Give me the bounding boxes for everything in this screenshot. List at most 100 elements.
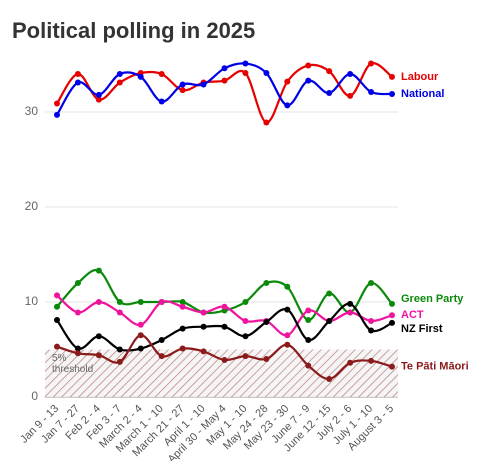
data-point: [137, 299, 144, 305]
data-point: [284, 283, 291, 290]
data-point: [54, 100, 60, 107]
data-point: [74, 79, 81, 86]
data-point: [137, 332, 144, 339]
data-point: [179, 303, 186, 310]
data-point: [116, 71, 123, 77]
series-label: ACT: [401, 309, 424, 321]
data-point: [347, 359, 354, 366]
data-point: [116, 309, 123, 316]
data-point: [54, 343, 60, 350]
series-label: National: [401, 88, 444, 100]
data-point: [305, 317, 312, 324]
data-point: [284, 78, 291, 85]
data-point: [263, 70, 270, 77]
threshold-label: threshold: [52, 364, 93, 375]
data-point: [389, 319, 395, 326]
data-point: [389, 73, 395, 80]
data-point: [74, 309, 81, 316]
data-point: [263, 280, 270, 286]
data-point: [221, 77, 228, 84]
data-point: [389, 312, 395, 319]
data-point: [389, 363, 395, 370]
data-point: [305, 77, 312, 84]
data-point: [95, 91, 102, 98]
data-point: [326, 68, 333, 75]
data-point: [137, 73, 144, 80]
y-tick-label: 0: [31, 389, 38, 403]
data-point: [368, 280, 375, 286]
data-point: [179, 87, 186, 94]
data-point: [284, 102, 291, 109]
data-point: [368, 318, 375, 324]
data-point: [242, 299, 249, 305]
data-point: [347, 92, 354, 99]
data-point: [389, 90, 395, 97]
data-point: [221, 356, 228, 363]
data-point: [116, 358, 123, 365]
data-point: [74, 350, 81, 357]
y-tick-label: 20: [25, 199, 39, 213]
data-point: [179, 345, 186, 352]
data-point: [158, 299, 165, 305]
data-point: [54, 317, 60, 324]
data-point: [116, 299, 123, 305]
data-point: [221, 323, 228, 330]
data-point: [54, 111, 60, 118]
series-label: Green Party: [401, 293, 464, 305]
data-point: [284, 332, 291, 339]
data-point: [368, 327, 375, 334]
data-point: [200, 81, 207, 88]
data-point: [242, 60, 249, 67]
data-point: [200, 348, 207, 355]
data-point: [368, 60, 375, 67]
data-point: [368, 357, 375, 364]
data-point: [200, 323, 207, 330]
data-point: [54, 303, 60, 310]
data-point: [74, 71, 81, 77]
data-point: [347, 71, 354, 77]
data-point: [326, 90, 333, 96]
data-point: [368, 89, 375, 96]
data-point: [137, 345, 144, 352]
data-point: [263, 119, 270, 126]
series-label: Labour: [401, 71, 439, 83]
data-point: [54, 292, 60, 299]
data-point: [305, 337, 312, 343]
data-point: [95, 333, 102, 340]
data-point: [74, 345, 81, 352]
data-point: [242, 333, 249, 340]
data-point: [305, 307, 312, 314]
data-point: [326, 318, 333, 324]
data-point: [158, 337, 165, 343]
data-point: [137, 321, 144, 328]
data-point: [221, 303, 228, 310]
data-point: [389, 300, 395, 307]
series-label: NZ First: [401, 323, 443, 335]
data-point: [95, 267, 102, 274]
data-point: [179, 81, 186, 88]
data-point: [95, 299, 102, 305]
data-point: [305, 62, 312, 69]
y-tick-label: 10: [25, 294, 39, 308]
series-line: [56, 62, 393, 124]
data-point: [158, 353, 165, 360]
data-point: [263, 356, 270, 362]
data-point: [158, 98, 165, 105]
data-point: [116, 79, 123, 86]
data-point: [284, 341, 291, 348]
data-point: [242, 318, 249, 324]
data-point: [284, 306, 291, 313]
data-point: [221, 65, 228, 72]
data-point: [347, 300, 354, 307]
chart-title: Political polling in 2025: [12, 18, 255, 43]
data-point: [74, 280, 81, 286]
data-point: [200, 309, 207, 316]
data-point: [326, 290, 333, 297]
data-point: [305, 362, 312, 369]
data-point: [326, 375, 333, 382]
data-point: [263, 318, 270, 325]
data-point: [158, 71, 165, 77]
series-label: Te Pāti Māori: [401, 361, 469, 373]
data-point: [95, 96, 102, 103]
